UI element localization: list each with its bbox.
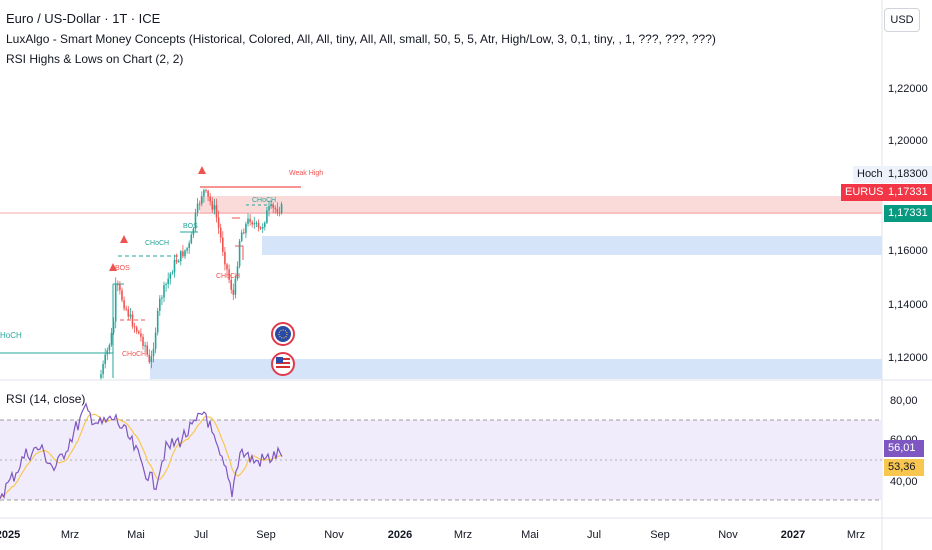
choch-label-2: CHoCH <box>122 351 146 358</box>
hoch-value-tag: 1,18300 <box>884 166 932 183</box>
us-event-icon[interactable] <box>271 352 295 376</box>
bos-label-1: BOS <box>183 223 198 230</box>
indicator-rsi-hl-label[interactable]: RSI Highs & Lows on Chart (2, 2) <box>6 52 184 66</box>
rsi-tick-40: 40,00 <box>890 476 918 488</box>
choch-label-4: CHoCH <box>252 197 276 204</box>
symbol-title[interactable]: Euro / US-Dollar · 1T · ICE <box>6 11 161 26</box>
time-label-0: 2025 <box>0 529 20 541</box>
candles <box>100 188 283 380</box>
high-triangle-1 <box>198 166 206 174</box>
time-axis[interactable]: 2025 Mrz Mai Jul Sep Nov 2026 Mrz Mai Jul Sep Nov 20… <box>0 529 865 541</box>
time-label-5: Nov <box>324 529 344 541</box>
symbol-tag: EURUSD <box>841 184 891 201</box>
price-tick-1: 1,22000 <box>888 83 928 95</box>
time-label-6: 2026 <box>388 529 412 541</box>
time-label-7: Mrz <box>454 529 472 541</box>
choch-left-label: HoCH <box>0 331 22 340</box>
time-label-10: Sep <box>650 529 670 541</box>
rsi-tick-80: 80,00 <box>890 395 918 407</box>
price-tick-2: 1,20000 <box>888 135 928 147</box>
demand-zone <box>262 236 882 255</box>
rsi-line <box>0 402 283 499</box>
time-label-4: Sep <box>256 529 276 541</box>
price-tick-3: 1,16000 <box>888 245 928 257</box>
demand-zone-lower <box>150 359 882 379</box>
hoch-label: Hoch <box>853 166 884 183</box>
weak-high-label: Weak High <box>289 170 323 177</box>
indicator-smc-label[interactable]: LuxAlgo - Smart Money Concepts (Historic… <box>6 32 716 46</box>
time-label-9: Jul <box>587 529 601 541</box>
rsi-ma-value-tag: 53,36 <box>884 459 924 476</box>
rsi-title[interactable]: RSI (14, close) <box>6 392 86 406</box>
supply-zone <box>200 196 882 214</box>
time-label-13: Mrz <box>847 529 865 541</box>
rsi-value-tag: 56,01 <box>884 440 924 457</box>
choch-label-3: CHoCH <box>216 273 240 280</box>
eu-event-icon[interactable] <box>271 322 295 346</box>
high-triangle-2 <box>120 235 128 243</box>
high-triangle-3 <box>109 263 117 271</box>
price-tick-4: 1,14000 <box>888 299 928 311</box>
currency-button[interactable]: USD <box>884 8 920 32</box>
symbol-value-tag: 1,17331 <box>884 184 932 201</box>
time-label-11: Nov <box>718 529 738 541</box>
last-price-tag: 1,17331 <box>884 205 932 222</box>
time-label-2: Mai <box>127 529 145 541</box>
bos-label-2: BOS <box>115 265 130 272</box>
time-label-8: Mai <box>521 529 539 541</box>
price-tick-5: 1,12000 <box>888 352 928 364</box>
time-label-12: 2027 <box>781 529 805 541</box>
time-label-1: Mrz <box>61 529 79 541</box>
choch-label-1: CHoCH <box>145 240 169 247</box>
time-label-3: Jul <box>194 529 208 541</box>
